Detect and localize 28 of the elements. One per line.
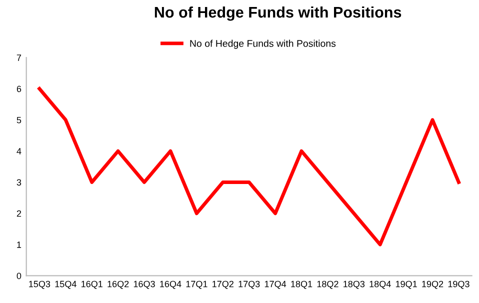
x-tick-label: 16Q1: [82, 280, 102, 289]
y-tick-label: 7: [16, 54, 22, 61]
x-tick-label: 18Q4: [370, 280, 391, 289]
y-tick-label: 1: [17, 242, 22, 248]
legend-label: No of Hedge Funds with Positions: [190, 40, 336, 49]
x-tick-label: 18Q1: [291, 280, 312, 289]
y-tick-label: 0: [16, 272, 22, 280]
x-tick-label: 17Q4: [264, 280, 286, 289]
y-tick-label: 6: [16, 86, 22, 92]
y-tick-label: 2: [16, 210, 22, 217]
x-tick-label: 19Q3: [448, 280, 470, 289]
y-tick-label: 3: [16, 179, 22, 186]
x-tick-label: 17Q3: [238, 280, 260, 289]
x-tick-label: 16Q2: [108, 280, 129, 289]
line-series: [38, 87, 460, 246]
chart-title: No of Hedge Funds with Positions: [154, 6, 402, 21]
y-tick-label: 5: [16, 116, 22, 124]
x-tick-label: 19Q1: [396, 280, 417, 289]
x-tick-label: 15Q4: [55, 280, 76, 289]
x-tick-label: 15Q3: [29, 280, 50, 289]
x-tick-label: 18Q2: [317, 280, 338, 289]
x-tick-label: 17Q1: [186, 280, 208, 289]
x-tick-label: 16Q3: [134, 280, 155, 289]
x-tick-label: 17Q2: [212, 280, 234, 289]
x-tick-label: 19Q2: [422, 280, 444, 289]
x-tick-label: 18Q3: [344, 280, 365, 289]
y-tick-label: 4: [16, 148, 22, 154]
x-tick-label: 16Q4: [160, 280, 182, 289]
